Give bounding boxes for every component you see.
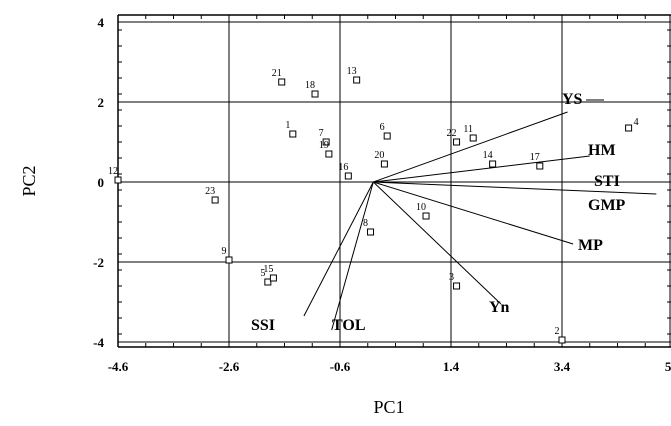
point-label-19: 19 (319, 140, 329, 151)
point-label-20: 20 (374, 150, 384, 161)
y-axis-title: PC2 (19, 165, 39, 196)
vector-line-ssi (303, 181, 374, 317)
vector-label-tol: TOL (332, 317, 366, 334)
x-tick-label: -0.6 (330, 359, 351, 374)
vector-line-hm (373, 155, 590, 183)
point-marker-10 (422, 212, 430, 220)
point-marker-14 (489, 160, 497, 168)
point-label-5: 5 (260, 268, 265, 279)
point-label-23: 23 (205, 186, 215, 197)
point-marker-16 (344, 172, 352, 180)
point-marker-8 (367, 228, 375, 236)
point-marker-2 (558, 336, 566, 344)
point-label-13: 13 (347, 66, 357, 77)
vector-line-ys (373, 111, 568, 183)
point-marker-11 (469, 134, 477, 142)
point-label-3: 3 (449, 272, 454, 283)
point-marker-9 (225, 256, 233, 264)
vector-label-mp: MP (578, 237, 603, 254)
trait-vectors: YS HM STI GMP MP Yn SSI TOL (251, 91, 657, 334)
vector-label-yn: Yn (489, 299, 510, 316)
point-label-9: 9 (222, 246, 227, 257)
point-marker-5 (264, 278, 272, 286)
vector-label-hm: HM (588, 142, 616, 159)
point-label-8: 8 (363, 218, 368, 229)
point-label-16: 16 (338, 162, 348, 173)
vector-line-mp (373, 181, 574, 245)
point-marker-1 (289, 130, 297, 138)
point-marker-22 (453, 138, 461, 146)
vector-label-ys: YS (562, 91, 583, 108)
axis-ticks: -4.6 -2.6 -0.6 1.4 3.4 5.4 -4 -2 0 2 4 (93, 15, 671, 374)
point-marker-4 (625, 124, 633, 132)
point-label-4: 4 (634, 117, 639, 128)
point-marker-13 (353, 76, 361, 84)
point-label-14: 14 (483, 150, 493, 161)
x-tick-label: 1.4 (443, 359, 460, 374)
y-tick-label: 2 (98, 95, 105, 110)
x-axis-title: PC1 (373, 397, 404, 417)
x-tick-label: 5.4 (665, 359, 671, 374)
point-marker-17 (536, 162, 544, 170)
point-label-1: 1 (285, 120, 290, 131)
point-label-2: 2 (555, 326, 560, 337)
vector-line-gmp (373, 181, 657, 195)
x-tick-label: 3.4 (554, 359, 571, 374)
vector-line-yn (372, 181, 502, 305)
x-tick-label: -4.6 (108, 359, 129, 374)
point-marker-12 (114, 176, 122, 184)
point-label-15: 15 (263, 264, 273, 275)
point-label-7: 7 (319, 128, 324, 139)
vector-line-tol (331, 181, 374, 331)
point-marker-19 (325, 150, 333, 158)
point-label-22: 22 (447, 128, 457, 139)
plot-area (118, 15, 671, 347)
point-label-18: 18 (305, 80, 315, 91)
point-marker-3 (453, 282, 461, 290)
point-marker-23 (211, 196, 219, 204)
y-tick-label: 4 (98, 15, 105, 30)
point-marker-18 (311, 90, 319, 98)
y-tick-label: 0 (98, 175, 105, 190)
point-marker-20 (380, 160, 388, 168)
vector-label-gmp: GMP (588, 197, 626, 214)
point-label-21: 21 (272, 68, 282, 79)
vector-label-sti: STI (594, 173, 620, 190)
point-label-6: 6 (380, 122, 385, 133)
point-label-10: 10 (416, 202, 426, 213)
point-marker-15 (269, 274, 277, 282)
y-tick-label: -4 (93, 335, 104, 350)
point-marker-6 (383, 132, 391, 140)
point-marker-21 (278, 78, 286, 86)
vector-label-ssi: SSI (251, 317, 275, 334)
point-label-17: 17 (530, 152, 540, 163)
y-tick-label: -2 (93, 255, 104, 270)
point-marker-7 (322, 138, 330, 146)
point-label-11: 11 (463, 124, 473, 135)
point-label-12: 12 (108, 166, 118, 177)
x-tick-label: -2.6 (219, 359, 240, 374)
